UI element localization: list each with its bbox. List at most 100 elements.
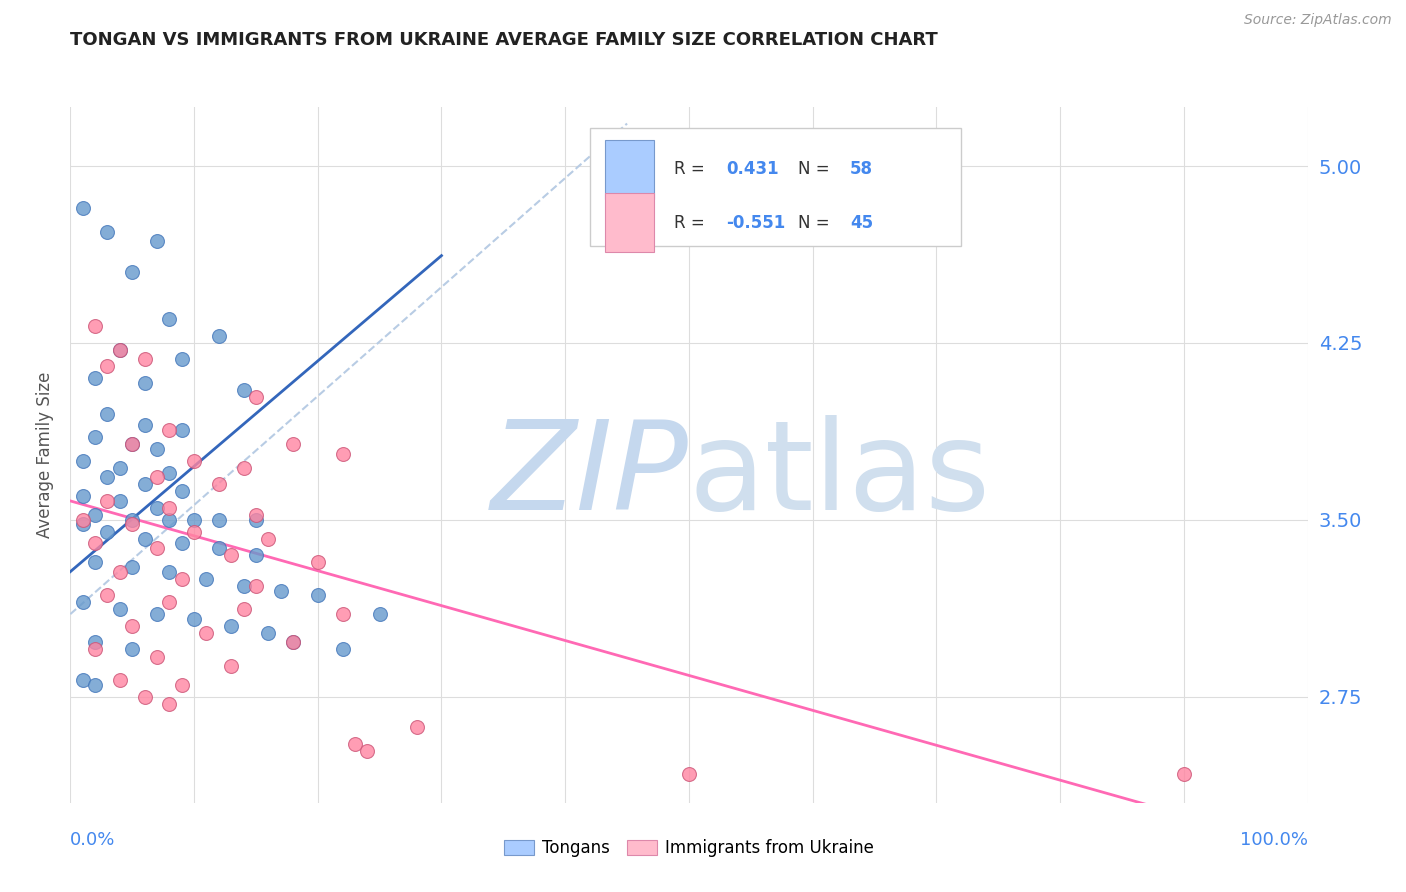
Point (84, 642, 107, 657)
Point (96, 524, 118, 539)
Point (84, 555, 107, 569)
Point (121, 560, 143, 574)
Point (332, 607, 354, 621)
Point (134, 477, 156, 491)
Point (72, 595, 94, 609)
Point (146, 541, 169, 555)
Text: 100.0%: 100.0% (1240, 830, 1308, 848)
Point (257, 532, 280, 546)
Point (84, 371, 107, 385)
Point (108, 343, 131, 357)
Point (245, 390, 267, 404)
Point (84, 319, 107, 334)
Point (208, 477, 231, 491)
Point (183, 454, 205, 468)
Point (257, 626, 280, 640)
Point (157, 500, 180, 515)
Point (108, 461, 131, 475)
Point (146, 442, 169, 456)
Point (121, 437, 143, 451)
Point (245, 579, 267, 593)
Point (157, 423, 180, 437)
Point (157, 565, 180, 579)
Point (245, 508, 267, 522)
Point (134, 532, 156, 546)
Point (157, 466, 180, 480)
Point (72, 673, 94, 688)
Text: N =: N = (797, 213, 835, 232)
Point (96, 494, 118, 508)
Point (146, 500, 169, 515)
Point (195, 572, 218, 586)
Point (96, 225, 118, 239)
Point (121, 517, 143, 532)
Point (146, 235, 169, 249)
FancyBboxPatch shape (605, 193, 654, 252)
Point (232, 602, 254, 616)
Text: TONGAN VS IMMIGRANTS FROM UKRAINE AVERAGE FAMILY SIZE CORRELATION CHART: TONGAN VS IMMIGRANTS FROM UKRAINE AVERAG… (70, 31, 938, 49)
Text: 45: 45 (849, 213, 873, 232)
Point (84, 635, 107, 649)
Text: Source: ZipAtlas.com: Source: ZipAtlas.com (1244, 13, 1392, 28)
Point (170, 423, 193, 437)
Point (121, 437, 143, 451)
Text: 58: 58 (849, 161, 873, 178)
Point (281, 635, 304, 649)
Point (157, 513, 180, 527)
Point (96, 470, 118, 484)
Text: ZIP: ZIP (491, 416, 689, 536)
Text: 0.431: 0.431 (725, 161, 779, 178)
Point (108, 673, 131, 688)
Point (245, 548, 267, 562)
Point (157, 697, 180, 711)
Point (146, 470, 169, 484)
Point (146, 649, 169, 664)
Point (134, 352, 156, 367)
Point (84, 508, 107, 522)
Point (134, 418, 156, 433)
Point (170, 572, 193, 586)
Point (170, 536, 193, 550)
Point (157, 595, 180, 609)
Point (72, 454, 94, 468)
Point (356, 744, 378, 758)
Point (281, 437, 304, 451)
Point (146, 607, 169, 621)
Point (232, 461, 254, 475)
Point (121, 265, 143, 279)
Point (108, 565, 131, 579)
Text: -0.551: -0.551 (725, 213, 786, 232)
Point (96, 588, 118, 602)
Point (195, 626, 218, 640)
Point (108, 494, 131, 508)
Point (208, 328, 231, 343)
Point (208, 541, 231, 555)
Point (270, 583, 292, 598)
Point (219, 659, 242, 673)
Point (183, 612, 205, 626)
Point (170, 484, 193, 499)
FancyBboxPatch shape (605, 140, 654, 199)
Point (121, 642, 143, 657)
Text: N =: N = (797, 161, 835, 178)
Point (121, 513, 143, 527)
Point (332, 642, 354, 657)
Point (219, 548, 242, 562)
Point (219, 619, 242, 633)
Point (245, 513, 267, 527)
Y-axis label: Average Family Size: Average Family Size (37, 372, 55, 538)
Point (232, 383, 254, 397)
FancyBboxPatch shape (591, 128, 962, 246)
Point (183, 524, 205, 539)
Point (72, 517, 94, 532)
Point (157, 312, 180, 326)
Text: atlas: atlas (689, 416, 991, 536)
Point (121, 619, 143, 633)
Point (72, 489, 94, 503)
Point (307, 555, 329, 569)
Point (405, 720, 427, 734)
Point (96, 407, 118, 421)
Point (72, 513, 94, 527)
Legend: Tongans, Immigrants from Ukraine: Tongans, Immigrants from Ukraine (498, 833, 880, 864)
Point (96, 359, 118, 374)
